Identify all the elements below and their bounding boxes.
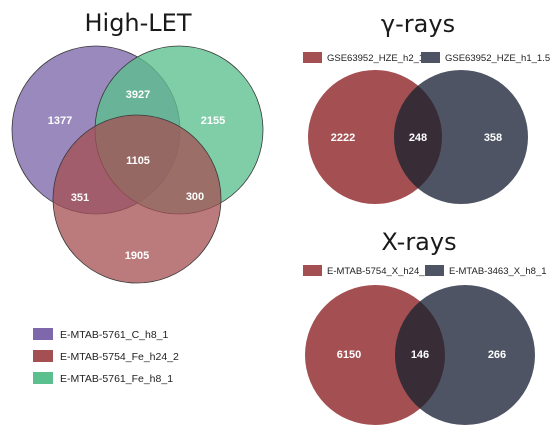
legend-label: E-MTAB-5761_Fe_h8_1	[60, 373, 173, 385]
xray-venn: 6150 146 266	[305, 285, 535, 425]
gamma-overlap	[394, 70, 442, 204]
gamma-title: γ-rays	[381, 10, 455, 38]
high-let-count-c-fe8: 3927	[126, 89, 150, 101]
gamma-venn: 2222 248 358	[308, 70, 528, 204]
legend-swatch	[303, 52, 322, 63]
xray-count-left: 6150	[337, 349, 361, 361]
legend-swatch	[33, 328, 53, 340]
legend-label: GSE63952_HZE_h1_1.5	[445, 53, 550, 64]
xray-count-right: 266	[488, 349, 506, 361]
legend-label: E-MTAB-5761_C_h8_1	[60, 329, 169, 341]
gamma-count-both: 248	[409, 132, 427, 144]
legend-swatch	[303, 265, 322, 276]
legend-label: GSE63952_HZE_h2_1.5	[327, 53, 432, 64]
high-let-count-c-fe24: 351	[71, 192, 89, 204]
gamma-count-right: 358	[484, 132, 502, 144]
legend-swatch	[33, 350, 53, 362]
legend-label: E-MTAB-5754_X_h24_2	[327, 266, 430, 277]
xray-legend: E-MTAB-5754_X_h24_2 E-MTAB-3463_X_h8_1	[303, 265, 547, 277]
legend-swatch	[425, 265, 444, 276]
high-let-count-fe24-fe8: 300	[186, 191, 204, 203]
high-let-venn: 1377 3927 2155 1105 351 300 1905	[11, 45, 264, 284]
legend-label: E-MTAB-5754_Fe_h24_2	[60, 351, 179, 363]
high-let-count-fe8-only: 2155	[201, 115, 225, 127]
high-let-count-all: 1105	[126, 155, 150, 167]
legend-swatch	[33, 372, 53, 384]
xray-overlap	[395, 285, 445, 425]
xray-title: X-rays	[381, 228, 456, 256]
high-let-count-fe24-only: 1905	[125, 250, 149, 262]
gamma-legend: GSE63952_HZE_h2_1.5 GSE63952_HZE_h1_1.5	[303, 52, 550, 64]
xray-count-both: 146	[411, 349, 429, 361]
high-let-circle-fe-h24	[52, 114, 222, 284]
high-let-legend: E-MTAB-5761_C_h8_1 E-MTAB-5754_Fe_h24_2 …	[33, 328, 179, 385]
high-let-title: High-LET	[84, 9, 191, 37]
legend-swatch	[421, 52, 440, 63]
high-let-count-c-only: 1377	[48, 115, 72, 127]
gamma-count-left: 2222	[331, 132, 355, 144]
legend-label: E-MTAB-3463_X_h8_1	[449, 266, 547, 277]
